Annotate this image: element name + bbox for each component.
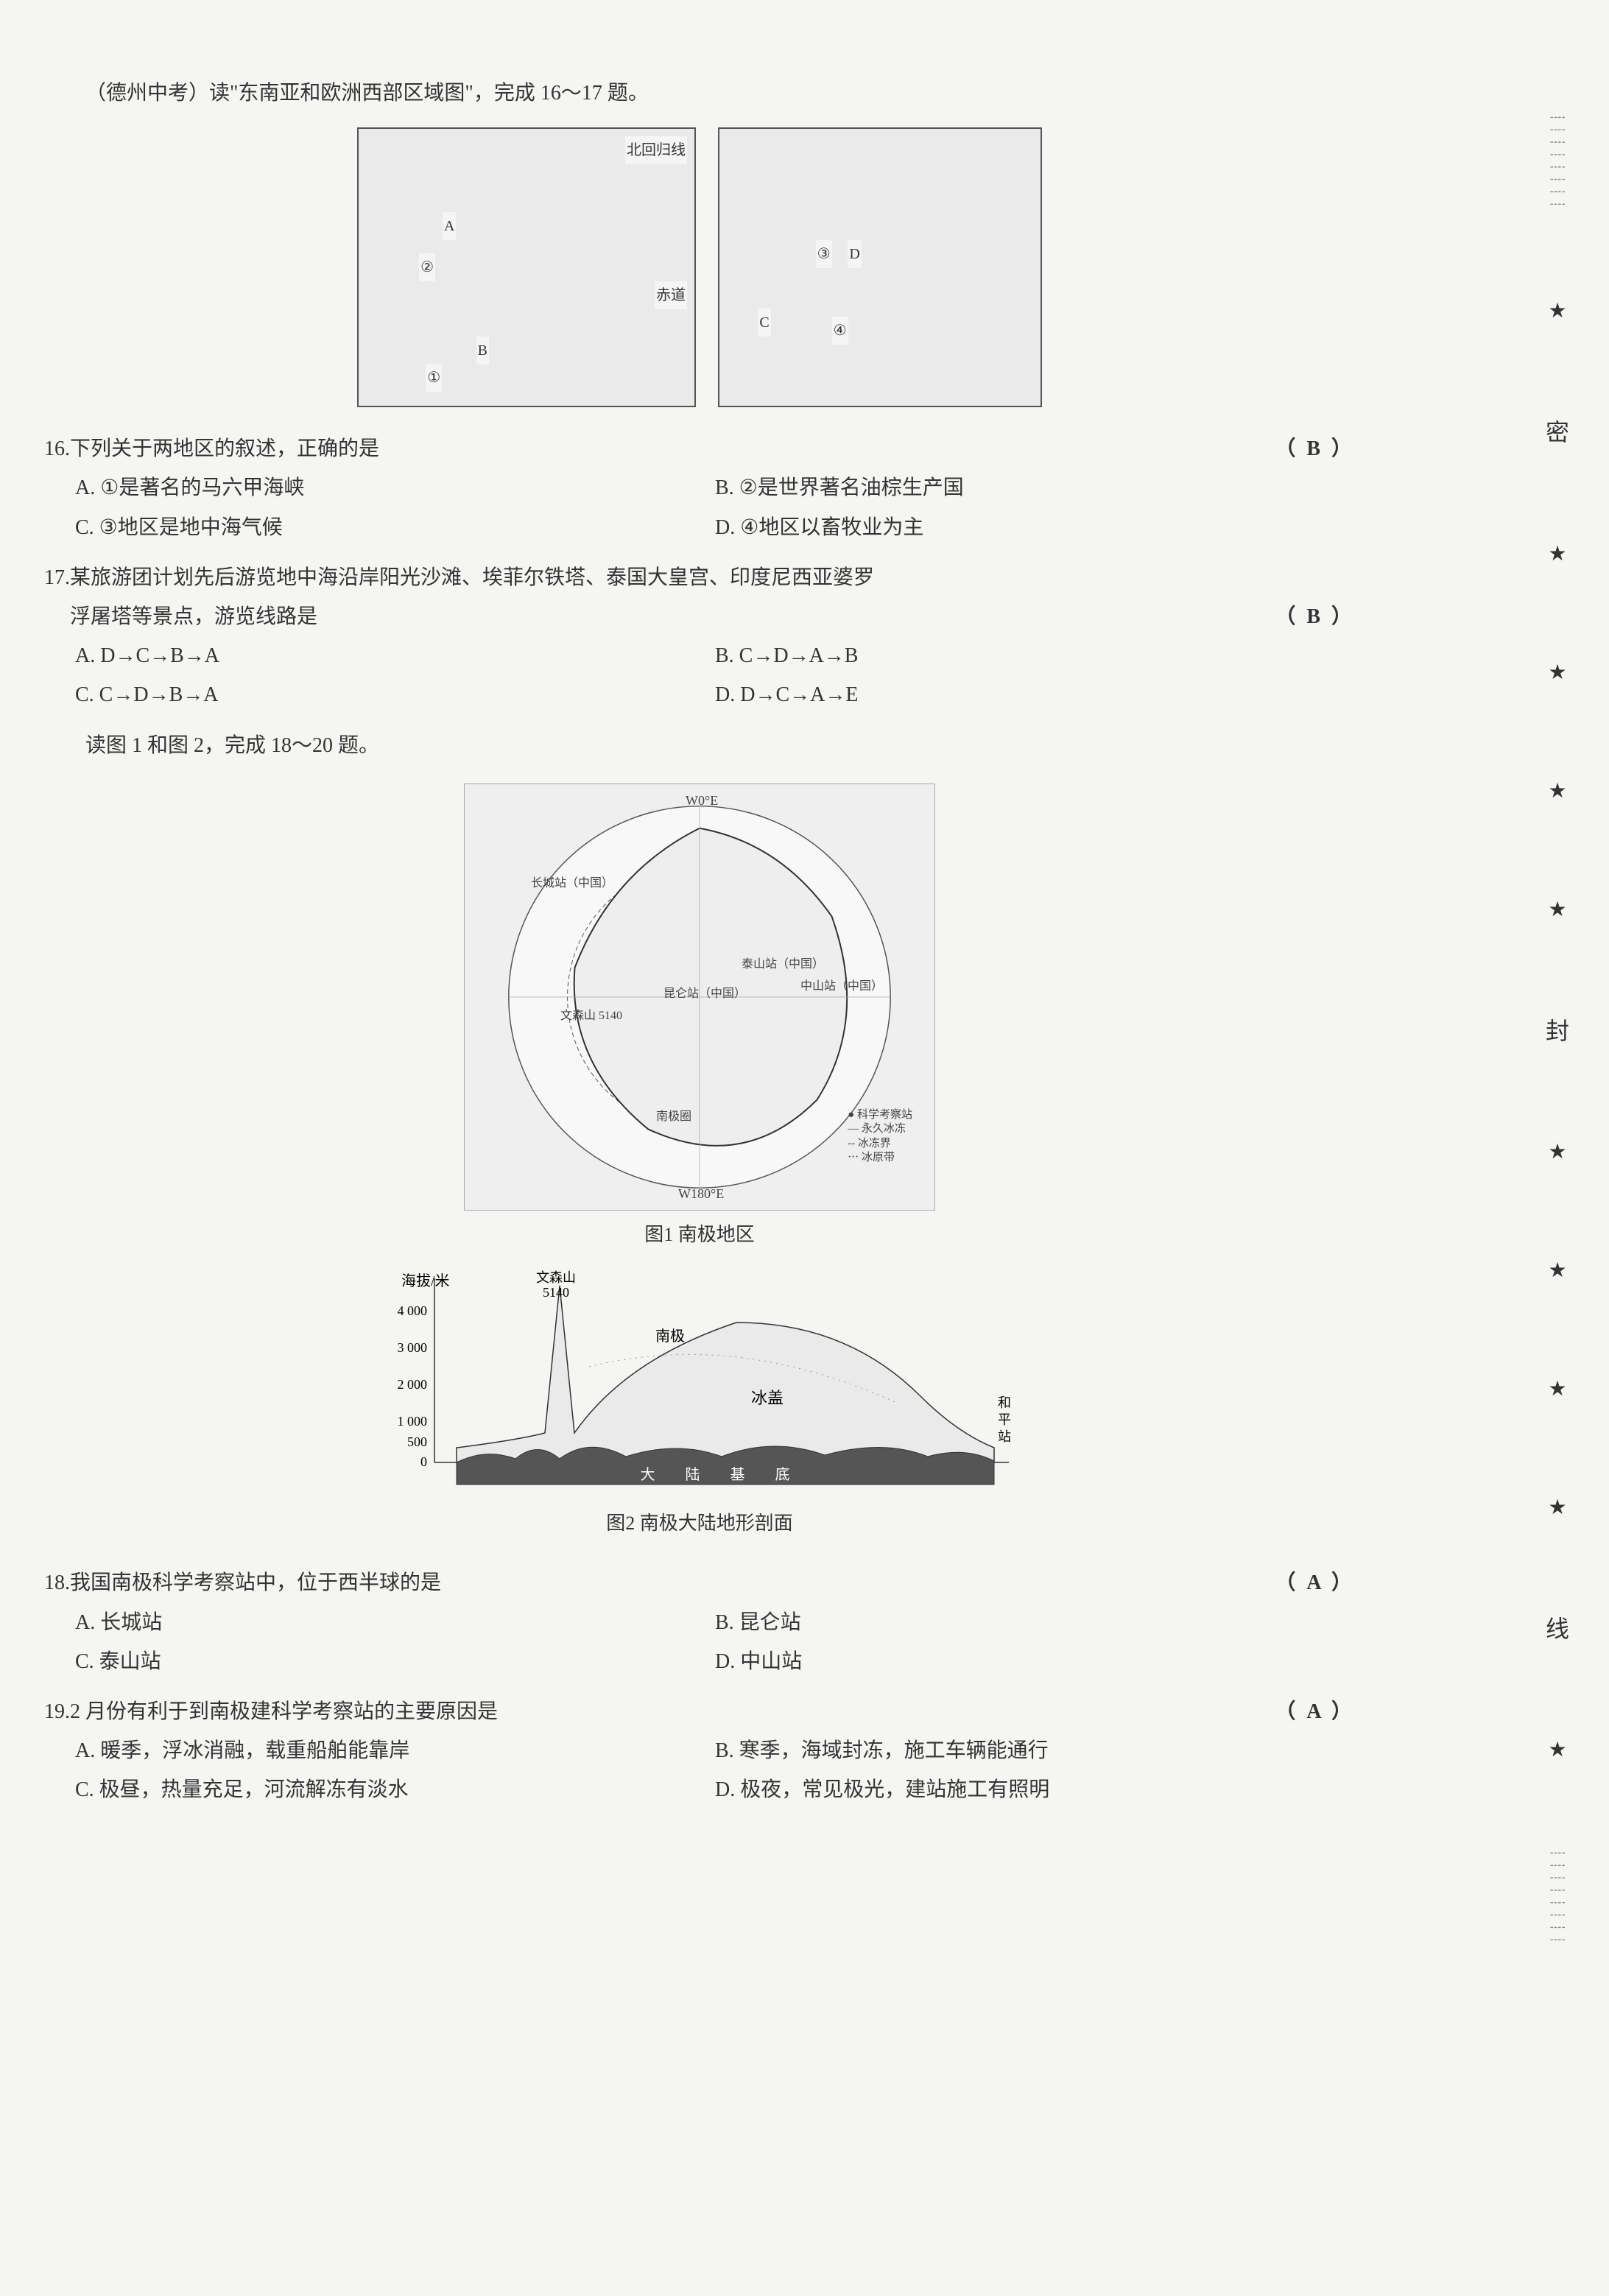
q18-option-d: D. 中山站 bbox=[715, 1642, 1355, 1681]
question-18: 18. 我国南极科学考察站中，位于西半球的是 （ A ） A. 长城站 B. 昆… bbox=[44, 1563, 1355, 1681]
q16-number: 16. bbox=[44, 429, 70, 468]
question-16: 16. 下列关于两地区的叙述，正确的是 （ B ） A. ①是著名的马六甲海峡 … bbox=[44, 429, 1355, 547]
q19-option-c: C. 极昼，热量充足，河流解冻有淡水 bbox=[75, 1770, 715, 1809]
margin-star: ★ bbox=[1548, 1133, 1566, 1172]
svg-text:南极: 南极 bbox=[655, 1328, 685, 1345]
figure-1-container: W0°E W180°E 长城站（中国） 昆仑站（中国） 泰山站（中国） 中山站（… bbox=[44, 783, 1355, 1542]
map-label-4: ④ bbox=[832, 317, 848, 345]
q17-answer: （ B ） bbox=[1275, 597, 1355, 636]
intro-text-1: （德州中考）读"东南亚和欧洲西部区域图"，完成 16～17 题。 bbox=[44, 74, 1355, 113]
svg-text:3 000: 3 000 bbox=[398, 1340, 428, 1355]
station-kunlun: 昆仑站（中国） bbox=[663, 983, 746, 1005]
station-changcheng: 长城站（中国） bbox=[531, 873, 613, 895]
q18-option-c: C. 泰山站 bbox=[75, 1642, 715, 1681]
svg-text:0: 0 bbox=[420, 1454, 427, 1469]
margin-char-mi: 密 bbox=[1546, 410, 1569, 455]
q18-number: 18. bbox=[44, 1563, 70, 1602]
polar-map: W0°E W180°E 长城站（中国） 昆仑站（中国） 泰山站（中国） 中山站（… bbox=[464, 783, 935, 1211]
fig1-caption: 图1 南极地区 bbox=[644, 1216, 755, 1253]
margin-dots-bottom: ┊┊┊┊┊┊┊┊ bbox=[1545, 1849, 1570, 1948]
q18-option-a: A. 长城站 bbox=[75, 1603, 715, 1642]
q16-stem: 下列关于两地区的叙述，正确的是 bbox=[70, 429, 1275, 468]
map-label-2: ② bbox=[419, 253, 435, 281]
map-label-D: D bbox=[848, 240, 861, 268]
map-label-3: ③ bbox=[816, 240, 832, 268]
q17-option-c: C. C→D→B→A bbox=[75, 675, 715, 714]
fig2-caption: 图2 南极大陆地形剖面 bbox=[606, 1505, 793, 1541]
map-label-equator: 赤道 bbox=[655, 281, 687, 309]
question-19: 19. 2 月份有利于到南极建科学考察站的主要原因是 （ A ） A. 暖季，浮… bbox=[44, 1692, 1355, 1810]
q18-stem: 我国南极科学考察站中，位于西半球的是 bbox=[70, 1563, 1275, 1602]
q16-option-a: A. ①是著名的马六甲海峡 bbox=[75, 468, 715, 507]
station-taishan: 泰山站（中国） bbox=[742, 954, 824, 976]
map-label-C: C bbox=[758, 309, 770, 337]
margin-star: ★ bbox=[1548, 653, 1566, 692]
profile-chart: 0 500 1 000 2 000 3 000 4 000 海拔/米 文森山 5… bbox=[368, 1264, 1031, 1499]
svg-text:2 000: 2 000 bbox=[398, 1377, 428, 1392]
intro-text-2: 读图 1 和图 2，完成 18～20 题。 bbox=[44, 726, 1355, 765]
svg-text:和: 和 bbox=[998, 1395, 1011, 1410]
q16-option-b: B. ②是世界著名油棕生产国 bbox=[715, 468, 1355, 507]
map-southeast-asia: 北回归线 赤道 A B ① ② bbox=[357, 127, 696, 407]
lon-0: W0°E bbox=[686, 788, 718, 813]
map-label-A: A bbox=[443, 212, 456, 240]
station-zhongshan: 中山站（中国） bbox=[800, 976, 883, 998]
svg-text:冰盖: 冰盖 bbox=[751, 1389, 784, 1407]
margin-star: ★ bbox=[1548, 890, 1566, 929]
legend-ice-zone: ⋯ 冰原带 bbox=[848, 1151, 912, 1166]
question-17: 17. 某旅游团计划先后游览地中海沿岸阳光沙滩、埃菲尔铁塔、泰国大皇宫、印度尼西… bbox=[44, 558, 1355, 715]
svg-text:站: 站 bbox=[998, 1429, 1011, 1444]
legend-perm-ice: — 永久冰冻 bbox=[848, 1122, 912, 1137]
peak-vinson: 文森山 5140 bbox=[560, 1005, 622, 1027]
q19-option-b: B. 寒季，海域封冻，施工车辆能通行 bbox=[715, 1731, 1355, 1770]
antarctic-circle: 南极圈 bbox=[656, 1106, 691, 1128]
q16-option-d: D. ④地区以畜牧业为主 bbox=[715, 508, 1355, 547]
legend-station: ● 科学考察站 bbox=[848, 1108, 912, 1123]
q19-option-a: A. 暖季，浮冰消融，载重船舶能靠岸 bbox=[75, 1731, 715, 1770]
q19-option-d: D. 极夜，常见极光，建站施工有照明 bbox=[715, 1770, 1355, 1809]
svg-text:4 000: 4 000 bbox=[398, 1303, 428, 1318]
margin-star: ★ bbox=[1548, 1251, 1566, 1290]
margin-strip: ┊┊┊┊┊┊┊┊ ★ 密 ★ ★ ★ ★ 封 ★ ★ ★ ★ 线 ★ ┊┊┊┊┊… bbox=[1535, 74, 1580, 1988]
margin-char-xian: 线 bbox=[1546, 1607, 1569, 1652]
svg-text:文森山: 文森山 bbox=[536, 1270, 576, 1285]
q17-option-a: A. D→C→B→A bbox=[75, 636, 715, 675]
legend-ice-edge: -- 冰冻界 bbox=[848, 1137, 912, 1152]
margin-star: ★ bbox=[1548, 1370, 1566, 1409]
q19-stem: 2 月份有利于到南极建科学考察站的主要原因是 bbox=[70, 1692, 1275, 1731]
svg-text:平: 平 bbox=[998, 1412, 1011, 1427]
svg-text:5140: 5140 bbox=[543, 1285, 569, 1300]
margin-star: ★ bbox=[1548, 292, 1566, 331]
q17-number: 17. bbox=[44, 558, 70, 597]
svg-text:海拔/米: 海拔/米 bbox=[401, 1272, 450, 1289]
margin-star: ★ bbox=[1548, 535, 1566, 574]
q17-option-d: D. D→C→A→E bbox=[715, 675, 1355, 714]
map-label-B: B bbox=[476, 337, 489, 365]
q18-option-b: B. 昆仑站 bbox=[715, 1603, 1355, 1642]
map-label-tropic: 北回归线 bbox=[625, 136, 687, 164]
map-row: 北回归线 赤道 A B ① ② C D ③ ④ bbox=[44, 127, 1355, 407]
q16-option-c: C. ③地区是地中海气候 bbox=[75, 508, 715, 547]
q16-answer: （ B ） bbox=[1275, 429, 1355, 468]
svg-text:大 陆 基 底: 大 陆 基 底 bbox=[641, 1466, 803, 1483]
q19-number: 19. bbox=[44, 1692, 70, 1731]
svg-text:500: 500 bbox=[407, 1434, 427, 1449]
q17-stem-line1: 某旅游团计划先后游览地中海沿岸阳光沙滩、埃菲尔铁塔、泰国大皇宫、印度尼西亚婆罗 bbox=[70, 558, 1355, 597]
q19-answer: （ A ） bbox=[1275, 1692, 1355, 1731]
map-label-1: ① bbox=[426, 364, 442, 392]
q17-option-b: B. C→D→A→B bbox=[715, 636, 1355, 675]
margin-star: ★ bbox=[1548, 1730, 1566, 1769]
q18-answer: （ A ） bbox=[1275, 1563, 1355, 1602]
margin-dots-top: ┊┊┊┊┊┊┊┊ bbox=[1545, 113, 1570, 213]
q17-stem-line2: 浮屠塔等景点，游览线路是 bbox=[70, 597, 1275, 636]
margin-star: ★ bbox=[1548, 772, 1566, 811]
lon-180: W180°E bbox=[678, 1181, 724, 1206]
svg-text:1 000: 1 000 bbox=[398, 1414, 428, 1429]
margin-char-feng: 封 bbox=[1546, 1009, 1569, 1054]
margin-star: ★ bbox=[1548, 1488, 1566, 1527]
map-western-europe: C D ③ ④ bbox=[718, 127, 1042, 407]
